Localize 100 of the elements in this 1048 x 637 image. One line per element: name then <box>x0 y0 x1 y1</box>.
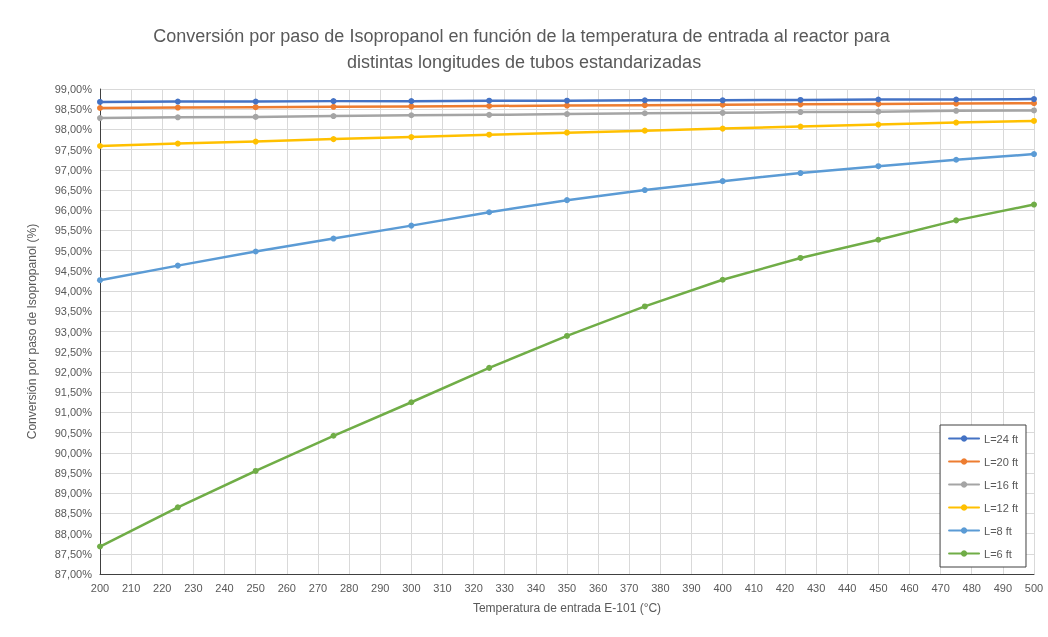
point <box>641 110 648 117</box>
point <box>408 222 415 229</box>
point <box>564 197 570 204</box>
x-axis-title: Temperatura de entrada E-101 (°C) <box>472 601 662 615</box>
point <box>330 103 337 110</box>
x-tick-label: 290 <box>371 581 390 594</box>
point <box>97 105 103 111</box>
y-tick-label: 92,00% <box>54 365 93 378</box>
chart-title: Conversión por paso de Isopropanol en función de la temperatura de entrada al reactor para distintas longitudes de tubos estandarizadas <box>153 26 895 72</box>
point <box>1031 107 1037 114</box>
x-tick-label: 220 <box>153 581 172 594</box>
y-tick-label: 87,00% <box>54 568 93 580</box>
point <box>330 136 337 143</box>
point <box>641 303 648 310</box>
point <box>330 235 337 242</box>
point <box>564 97 570 104</box>
y-tick-label: 99,00% <box>54 83 93 95</box>
point <box>97 98 103 105</box>
x-tick-label: 270 <box>308 581 328 594</box>
x-tick-label: 440 <box>838 581 857 594</box>
y-tick-label: 87,50% <box>54 547 93 560</box>
x-tick-label: 480 <box>962 581 981 594</box>
point <box>408 134 415 141</box>
y-tick-label: 91,00% <box>54 406 93 419</box>
point <box>875 163 882 170</box>
point <box>564 129 570 136</box>
point <box>252 104 259 111</box>
point <box>174 262 181 269</box>
legend-label: L=16 ft <box>984 478 1019 491</box>
x-tick-label: 470 <box>931 581 950 594</box>
x-tick-label: 330 <box>495 581 514 594</box>
point <box>1031 201 1037 208</box>
point <box>174 104 181 111</box>
point <box>330 113 337 120</box>
point <box>408 98 415 105</box>
point <box>330 98 337 105</box>
point <box>875 236 882 243</box>
point <box>719 125 726 132</box>
point <box>564 332 570 339</box>
x-tick-label: 410 <box>744 581 763 594</box>
x-tick-label: 460 <box>900 581 919 594</box>
point <box>641 97 648 104</box>
legend-label: L=24 ft <box>984 432 1019 445</box>
y-tick-label: 95,00% <box>54 244 93 257</box>
point <box>486 364 493 371</box>
point <box>97 543 103 550</box>
point <box>797 96 804 103</box>
point <box>641 127 648 134</box>
y-tick-label: 92,50% <box>54 345 93 358</box>
point <box>953 156 960 163</box>
point <box>97 115 103 122</box>
y-tick-label: 95,50% <box>54 224 93 237</box>
legend-label: L=6 ft <box>984 547 1012 560</box>
y-tick-label: 89,00% <box>54 487 93 500</box>
point <box>408 399 415 406</box>
x-tick-label: 310 <box>433 581 452 594</box>
point <box>719 178 726 185</box>
x-tick-label: 210 <box>121 581 141 594</box>
y-tick-label: 90,50% <box>54 426 93 439</box>
point <box>719 276 726 283</box>
x-tick-label: 230 <box>184 581 203 594</box>
x-tick-label: 400 <box>713 581 732 594</box>
point <box>408 112 415 119</box>
point <box>486 111 493 118</box>
x-tick-label: 260 <box>277 581 296 594</box>
point <box>252 467 259 474</box>
y-axis-title: Conversión por paso de Isopropanol (%) <box>25 223 39 440</box>
point <box>564 102 570 109</box>
point <box>97 277 103 284</box>
y-tick-label: 94,00% <box>54 285 93 298</box>
point <box>486 209 493 216</box>
y-tick-label: 89,50% <box>54 466 93 479</box>
x-tick-label: 250 <box>246 581 265 594</box>
point <box>330 432 337 439</box>
point <box>641 102 648 109</box>
point <box>252 113 259 120</box>
point <box>875 121 882 128</box>
x-tick-label: 340 <box>526 581 546 594</box>
point <box>564 111 570 118</box>
y-tick-label: 97,00% <box>54 163 93 176</box>
y-tick-label: 91,50% <box>54 386 93 399</box>
x-tick-label: 420 <box>775 581 795 594</box>
x-tick-label: 350 <box>557 581 577 594</box>
x-tick-label: 430 <box>806 581 826 594</box>
y-tick-label: 93,00% <box>54 325 93 338</box>
y-tick-label: 88,00% <box>54 527 93 540</box>
x-tick-label: 200 <box>90 581 110 594</box>
y-tick-label: 98,00% <box>54 123 93 136</box>
point <box>97 142 103 149</box>
y-tick-label: 88,50% <box>54 507 93 520</box>
point <box>1031 96 1037 103</box>
point <box>797 170 804 177</box>
point <box>174 114 181 121</box>
y-tick-label: 90,00% <box>54 446 93 459</box>
x-tick-label: 390 <box>682 581 701 594</box>
point <box>174 140 181 147</box>
point <box>875 108 882 115</box>
point <box>486 97 493 104</box>
x-tick-label: 450 <box>869 581 888 594</box>
y-tick-label: 96,00% <box>54 204 93 217</box>
